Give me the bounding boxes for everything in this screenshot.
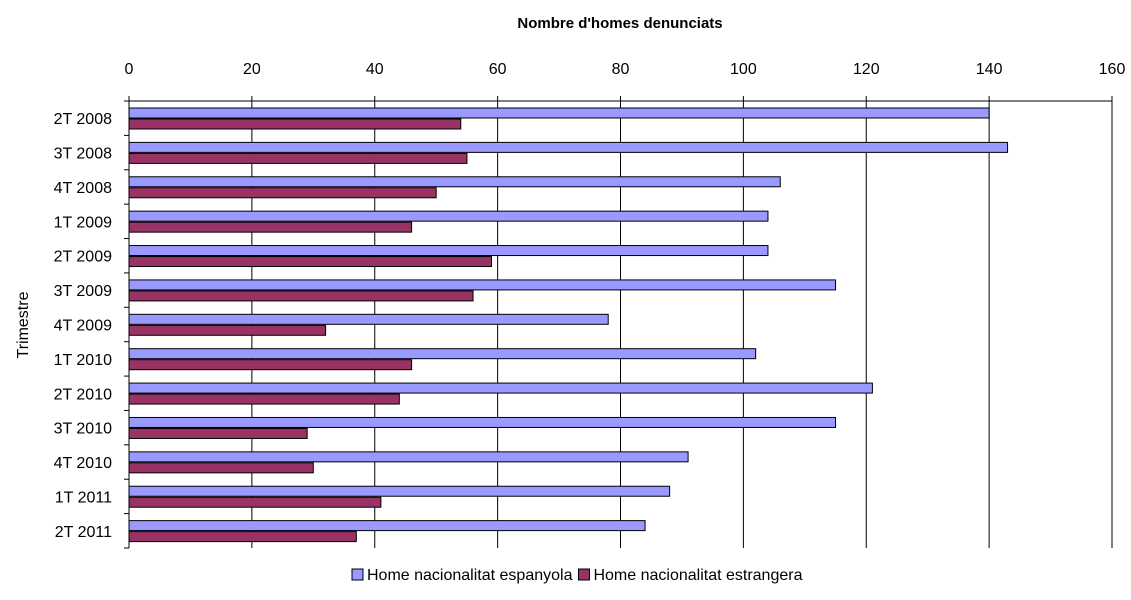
bar-espanyola (128, 520, 646, 532)
bar-estrangera (128, 118, 462, 130)
y-tick-label: 2T 2010 (54, 386, 113, 403)
bar-espanyola (128, 416, 837, 428)
bar-estrangera (128, 221, 413, 233)
bar-estrangera (128, 462, 314, 474)
bar-espanyola (128, 245, 769, 257)
y-tick-label: 4T 2008 (54, 180, 113, 197)
bar-espanyola (128, 279, 837, 291)
bar-estrangera (128, 531, 357, 543)
bar-espanyola (128, 210, 769, 222)
axes: 0 20 40 60 80 100 120 140 160 2T 2008 3T 2008 4T 20… (54, 61, 1126, 549)
grid-lines (128, 101, 1113, 548)
x-tick-label: 100 (730, 61, 757, 78)
bar-espanyola (128, 176, 781, 188)
bar-espanyola (128, 313, 609, 325)
y-tick-label: 3T 2010 (54, 421, 113, 438)
x-tick-label: 20 (243, 61, 261, 78)
y-tick-label: 1T 2010 (54, 352, 113, 369)
legend-swatch (351, 568, 364, 581)
bar-estrangera (128, 290, 474, 302)
y-tick-label: 3T 2009 (54, 283, 113, 300)
y-tick-label: 3T 2008 (54, 146, 113, 163)
bar-estrangera (128, 393, 400, 405)
bar-estrangera (128, 187, 437, 199)
y-tick-label: 2T 2011 (55, 524, 112, 541)
bar-espanyola (128, 485, 671, 497)
x-tick-label: 60 (489, 61, 507, 78)
y-tick-label: 2T 2008 (54, 111, 113, 128)
bar-estrangera (128, 496, 382, 508)
y-tick-label: 1T 2011 (55, 489, 112, 506)
x-tick-label: 160 (1099, 61, 1126, 78)
bar-estrangera (128, 256, 492, 268)
bars (128, 107, 1009, 543)
legend-swatch (577, 568, 590, 581)
y-axis-title: Trimestre (15, 291, 32, 358)
x-tick-label: 0 (125, 61, 134, 78)
x-tick-label: 120 (853, 61, 880, 78)
bar-estrangera (128, 359, 413, 371)
bar-estrangera (128, 427, 308, 439)
x-tick-label: 80 (612, 61, 630, 78)
y-tick-label: 4T 2009 (54, 318, 113, 335)
legend: Home nacionalitat espanyola Home nacional… (351, 567, 803, 584)
legend-label: Home nacionalitat espanyola (367, 567, 573, 584)
y-tick-label: 4T 2010 (54, 455, 113, 472)
y-tick-label: 2T 2009 (54, 249, 113, 266)
x-tick-label: 140 (976, 61, 1003, 78)
y-tick-label: 1T 2009 (54, 214, 113, 231)
bar-estrangera (128, 324, 327, 336)
bar-espanyola (128, 348, 757, 360)
bar-espanyola (128, 451, 689, 463)
bar-espanyola (128, 382, 873, 394)
bar-estrangera (128, 152, 468, 164)
bar-espanyola (128, 141, 1009, 153)
bar-espanyola (128, 107, 990, 119)
legend-label: Home nacionalitat estrangera (593, 567, 802, 584)
x-axis-title: Nombre d'homes denunciats (517, 15, 722, 32)
x-tick-label: 40 (366, 61, 384, 78)
